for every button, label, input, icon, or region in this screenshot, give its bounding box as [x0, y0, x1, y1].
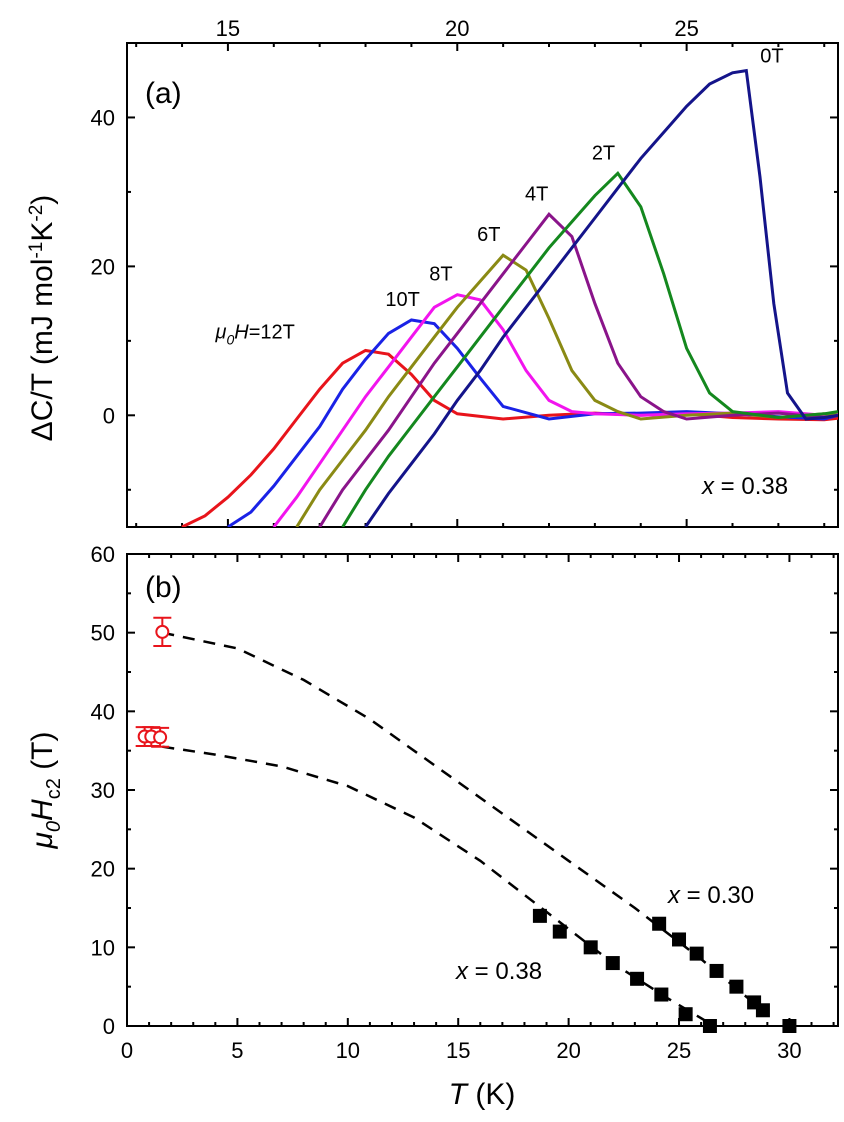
data-point-square [678, 1007, 693, 1022]
series-label-6T: 6T [477, 224, 500, 246]
series-line-0T [364, 68, 838, 527]
b-ytick-label: 60 [91, 542, 115, 567]
data-point-square [702, 1019, 717, 1033]
b-ytick-label: 20 [91, 857, 115, 882]
data-point-square [709, 963, 724, 978]
series-line-4T [318, 212, 838, 527]
panel-b-series [135, 616, 797, 1033]
data-point-circle [155, 624, 170, 639]
b-ytick-label: 0 [103, 1014, 115, 1039]
panel-b-frame [126, 553, 839, 1027]
data-point-square [755, 1003, 770, 1018]
series-label-2T: 2T [592, 142, 615, 164]
a-ytick-label: 0 [103, 403, 115, 428]
series-label-12T: μ0H=12T [215, 322, 295, 348]
panel-a-label: (a) [145, 77, 182, 110]
data-point-square [532, 908, 547, 923]
a-ytick-label: 20 [91, 254, 115, 279]
fit-line [162, 631, 769, 1016]
a-xtick-label: 15 [216, 16, 240, 41]
panel-a-annotation: x = 0.38 [701, 473, 788, 500]
b-xtick-label: 30 [777, 1038, 801, 1063]
panel-b-label: (b) [145, 571, 182, 604]
b-xtick-label: 25 [667, 1038, 691, 1063]
a-xtick-label: 20 [445, 16, 469, 41]
series-label-4T: 4T [525, 183, 548, 205]
b-xtick-label: 10 [336, 1038, 360, 1063]
panel-a-ylabel: ΔC/T (mJ mol-1K-2) [26, 195, 59, 442]
data-point-square [654, 987, 669, 1002]
series-line-12T [181, 348, 838, 527]
panel-a-ticks: 15 20 25 0 20 40 [91, 16, 838, 527]
a-xtick-label: 25 [674, 16, 698, 41]
data-point-square [630, 971, 645, 986]
panel-a-labels: μ0H=12T 10T 8T 6T 4T 2T 0T [215, 46, 784, 348]
b-ytick-label: 40 [91, 699, 115, 724]
b-xtick-label: 15 [446, 1038, 470, 1063]
b-xtick-label: 0 [121, 1038, 133, 1063]
data-point-square [583, 940, 598, 955]
fit-line [162, 745, 709, 1024]
a-ytick-label: 40 [91, 105, 115, 130]
b-ytick-label: 30 [91, 778, 115, 803]
data-point-square [652, 916, 667, 931]
b-xtick-label: 5 [231, 1038, 243, 1063]
b-ytick-label: 10 [91, 935, 115, 960]
data-point-circle [153, 730, 168, 745]
series-line-2T [341, 170, 838, 527]
series-label-8T: 8T [429, 264, 452, 286]
data-point-square [552, 924, 567, 939]
series-label-10T: 10T [385, 289, 419, 311]
panel-b-xlabel: T (K) [449, 1078, 516, 1111]
series-line-6T [295, 253, 838, 527]
series-label-0T: 0T [760, 46, 783, 68]
data-point-square [782, 1019, 797, 1033]
panel-a-frame [126, 42, 839, 528]
b-ytick-label: 50 [91, 621, 115, 646]
panel-b-ticks: 0 5 10 15 20 25 30 0 10 20 30 40 50 60 [91, 542, 838, 1063]
panel-a-series [181, 68, 838, 527]
data-point-square [605, 956, 620, 971]
data-point-square [729, 979, 744, 994]
data-point-square [689, 946, 704, 961]
annotation-x030: x = 0.30 [667, 882, 754, 909]
b-xtick-label: 20 [556, 1038, 580, 1063]
data-point-square [672, 932, 687, 947]
annotation-x038: x = 0.38 [455, 958, 542, 985]
panel-b-ylabel: μ0Hc2 (T) [26, 732, 65, 850]
